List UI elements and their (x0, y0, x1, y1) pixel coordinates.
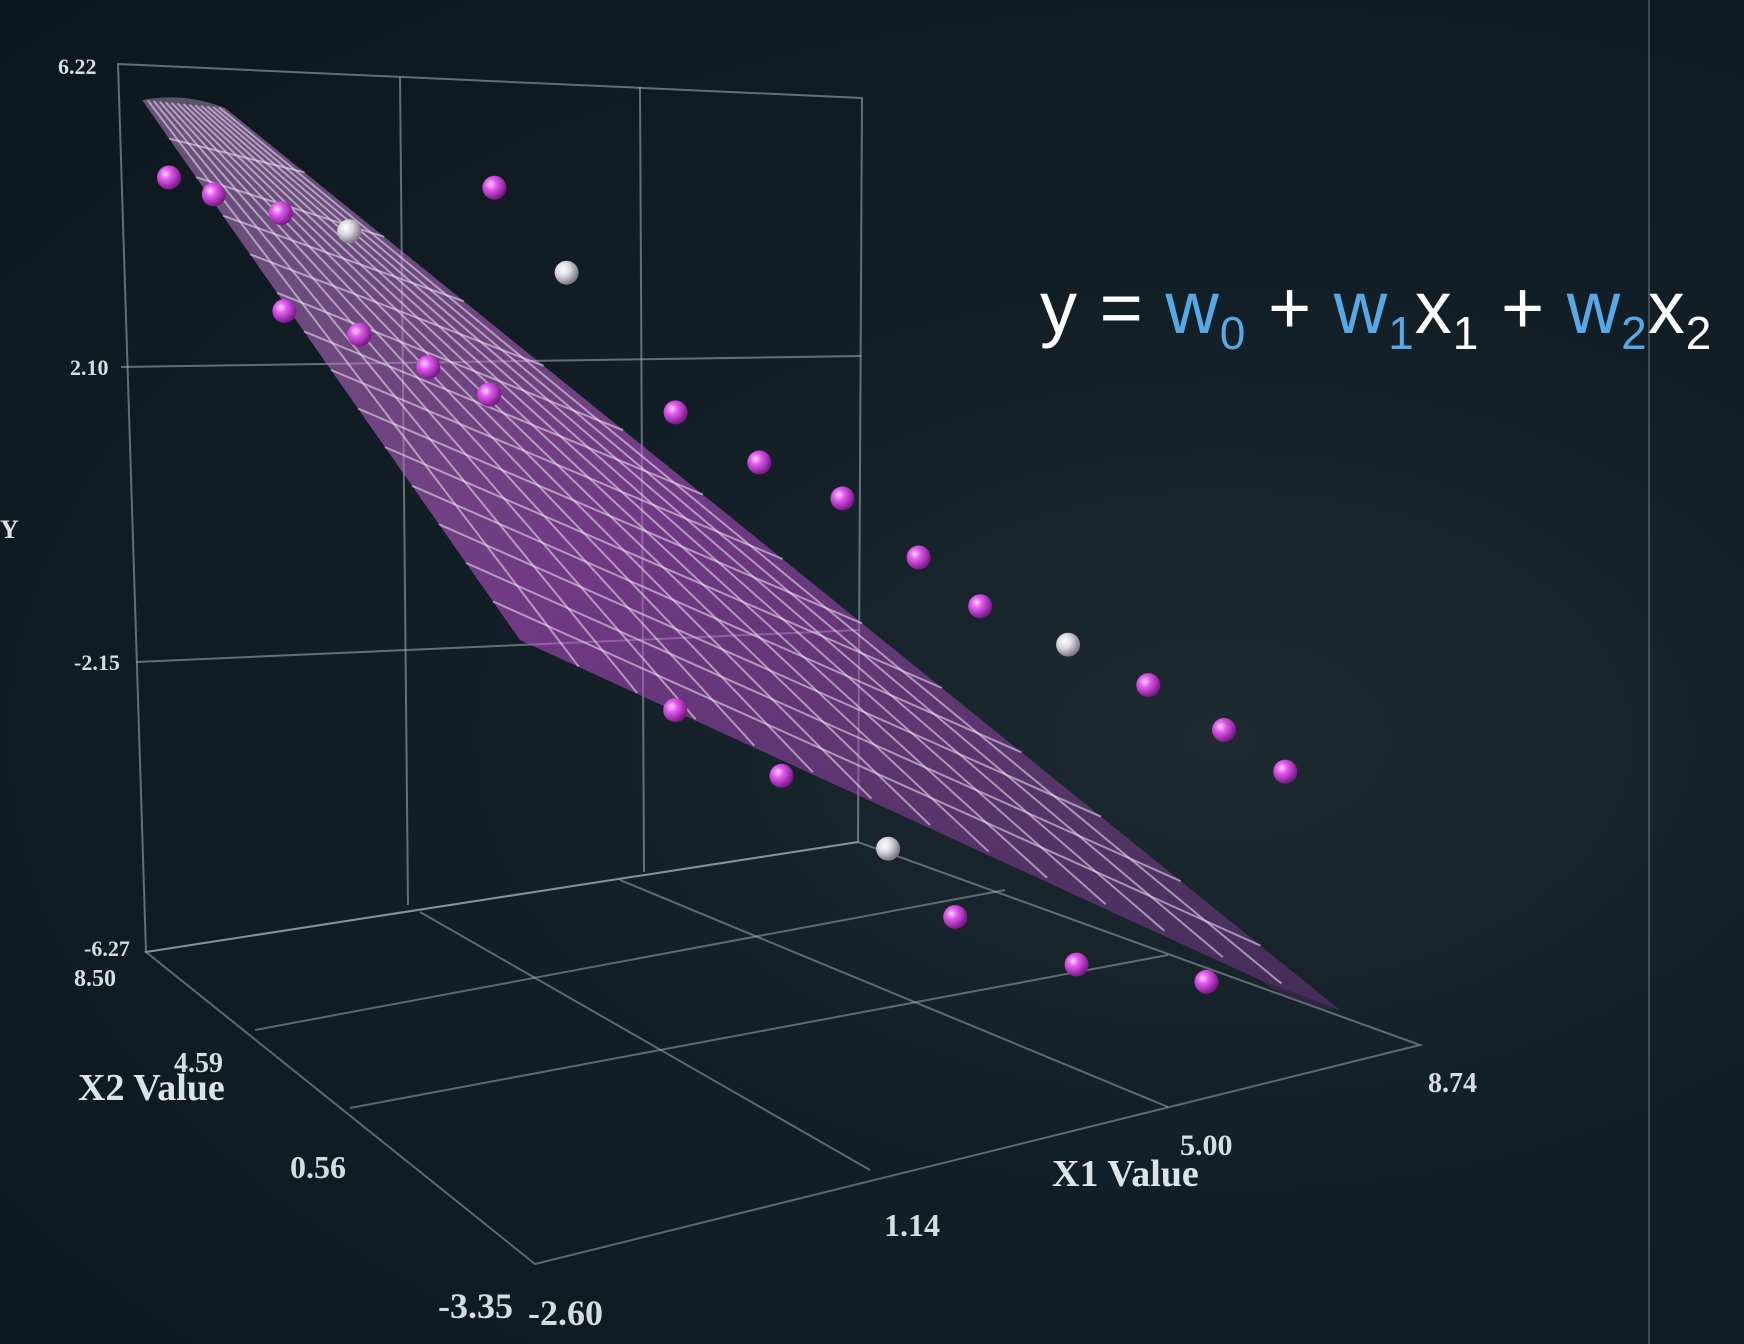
x1-tick-minus-2-60: -2.60 (528, 1293, 603, 1333)
data-point (482, 175, 507, 200)
y-tick-minus-6-27: -6.27 (84, 936, 130, 961)
data-point (1064, 952, 1089, 977)
regression-surface (142, 97, 1340, 1011)
data-point (1136, 673, 1161, 698)
x1-tick-1-14: 1.14 (884, 1207, 940, 1243)
data-points (157, 165, 1298, 994)
data-point (268, 201, 293, 225)
plane-grid-line (465, 561, 1182, 883)
x2-axis-ticks: 8.50 4.59 0.56 -3.35 (74, 966, 513, 1326)
data-point (663, 698, 688, 723)
plane-grid-line (194, 104, 1048, 879)
plane-grid-line (411, 484, 1022, 754)
x2-tick-4-59: 4.59 (174, 1048, 223, 1079)
x2-tick-minus-3-35: -3.35 (438, 1286, 513, 1326)
data-point (769, 763, 794, 788)
data-point (554, 260, 579, 285)
y-tick-minus-2-15: -2.15 (74, 650, 120, 675)
equation-plus-2: + (1500, 266, 1546, 349)
x2-tick-0-56: 0.56 (290, 1149, 346, 1185)
data-point (477, 382, 502, 407)
data-point (663, 400, 688, 425)
x2-axis-label: X2 Value (78, 1067, 225, 1109)
x2-tick-8-50: 8.50 (74, 966, 116, 992)
plane-grid-line (188, 103, 990, 853)
plane-grid-line (206, 105, 1165, 932)
data-point (968, 594, 993, 619)
y-axis-ticks: 6.22 2.10 -2.15 -6.27 (58, 54, 130, 961)
data-point (830, 486, 855, 511)
plane-grid-line (492, 600, 1261, 947)
equation-term-1: w1x1 (1333, 266, 1480, 359)
regression-equation: y = w0 + w1x1 + w2x2 (1040, 265, 1712, 360)
floor-plane (143, 840, 1424, 1266)
y-tick-2-10: 2.10 (70, 355, 109, 380)
plane-grid-line (384, 446, 943, 689)
plane-grid-line (212, 106, 1224, 958)
equation-plus-1: + (1267, 266, 1313, 349)
x1-axis-label: X1 Value (1052, 1153, 1199, 1195)
equation-equals: = (1099, 266, 1144, 349)
data-point (272, 299, 297, 323)
data-point (337, 219, 362, 244)
data-point (1273, 759, 1298, 784)
plane-grid-line (200, 104, 1107, 906)
x1-tick-8-74: 8.74 (1428, 1068, 1477, 1099)
equation-w0: w0 (1165, 266, 1247, 359)
data-point (347, 322, 372, 347)
data-point (906, 545, 931, 570)
plane-grid-line (357, 407, 863, 625)
plane-grid-line (330, 369, 783, 560)
data-point (416, 355, 441, 380)
data-point (943, 905, 968, 929)
data-point (747, 450, 772, 475)
data-point (1194, 969, 1219, 994)
y-tick-6-22: 6.22 (58, 54, 97, 79)
equation-y: y (1040, 266, 1078, 349)
divider-line (1648, 0, 1650, 1344)
x1-axis-ticks: -2.60 1.14 5.00 8.74 (528, 1068, 1477, 1333)
plane-grid-line (218, 106, 1283, 985)
x1-tick-5-00: 5.00 (1180, 1129, 1233, 1162)
y-axis-label: Y (0, 515, 19, 544)
data-point (201, 182, 226, 207)
data-point (157, 165, 181, 190)
data-point (1056, 632, 1081, 657)
equation-term-2: w2x2 (1566, 266, 1713, 359)
plane-grid-line (438, 523, 1102, 818)
data-point (876, 836, 901, 861)
data-point (1212, 718, 1236, 742)
